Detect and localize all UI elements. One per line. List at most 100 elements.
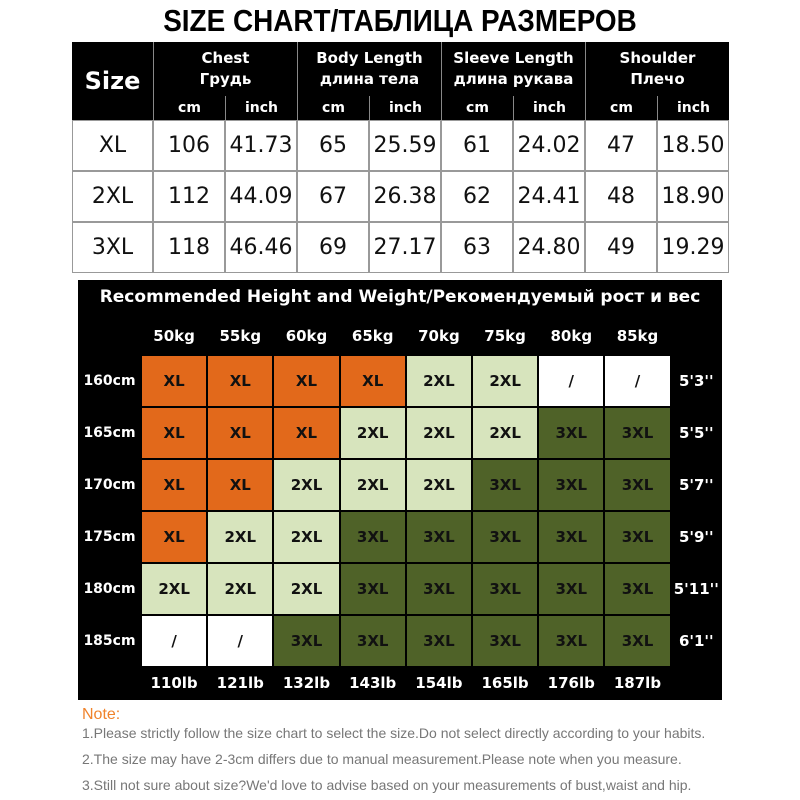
height-cm: 185cm [78,615,141,667]
size-recommendation: 3XL [406,564,471,614]
size-recommendation: 2XL [142,564,207,614]
weight-kg: 80kg [538,320,605,352]
size-recommendation: 3XL [539,408,604,458]
unit-header: inch [225,96,297,120]
size-cell: 44.09 [225,171,297,222]
note-line: 2.The size may have 2-3cm differs due to… [82,751,682,767]
size-cell: 26.38 [369,171,441,222]
size-cell: 18.50 [657,120,729,171]
height-cm: 170cm [78,459,141,511]
size-cell: 27.17 [369,222,441,273]
height-cm: 180cm [78,563,141,615]
weight-lb: 132lb [273,667,340,699]
size-recommendation: XL [142,460,207,510]
size-recommendation: XL [340,356,405,406]
height-ft: 5'9'' [670,511,722,563]
column-label: длина рукава [453,70,574,88]
size-recommendation: 2XL [406,408,471,458]
size-recommendation: XL [274,356,339,406]
column-header: Shoulder Плечо [585,42,729,96]
height-ft: 5'11'' [670,563,722,615]
size-cell: 19.29 [657,222,729,273]
size-recommendation: XL [142,356,207,406]
column-label: Плечо [630,70,685,88]
note-heading: Note: [82,706,121,723]
weight-lb: 154lb [405,667,472,699]
size-recommendation: 3XL [605,460,670,510]
column-header: Sleeve Length длина рукава [441,42,585,96]
weight-lb: 143lb [339,667,406,699]
size-header: Size [72,42,153,120]
size-recommendation: XL [208,460,273,510]
size-cell: 118 [153,222,225,273]
size-recommendation: 2XL [208,564,273,614]
note-line: 3.Still not sure about size?We'd love to… [82,777,692,793]
size-recommendation: 3XL [473,616,538,666]
weight-kg: 65kg [339,320,406,352]
size-recommendation: XL [274,408,339,458]
size-cell: 65 [297,120,369,171]
unit-header: inch [369,96,441,120]
size-recommendation: 3XL [605,408,670,458]
unit-header: inch [513,96,585,120]
size-recommendation: 3XL [539,616,604,666]
weight-kg: 70kg [405,320,472,352]
size-recommendation: 3XL [340,616,405,666]
size-recommendation: 3XL [473,512,538,562]
size-recommendation: / [208,616,273,666]
size-recommendation: 3XL [473,460,538,510]
size-recommendation: 2XL [274,564,339,614]
size-recommendation: 2XL [274,512,339,562]
size-label: 2XL [72,171,153,222]
size-recommendation: 3XL [473,564,538,614]
size-cell: 106 [153,120,225,171]
size-recommendation: 2XL [473,408,538,458]
size-recommendation: / [142,616,207,666]
size-recommendation: / [539,356,604,406]
size-cell: 112 [153,171,225,222]
size-recommendation: 3XL [605,616,670,666]
unit-header: inch [657,96,729,120]
unit-header: cm [441,96,513,120]
size-recommendation: 2XL [208,512,273,562]
size-cell: 62 [441,171,513,222]
size-recommendation: XL [208,408,273,458]
size-cell: 49 [585,222,657,273]
column-label: Chest [201,49,250,67]
size-cell: 47 [585,120,657,171]
size-recommendation: 2XL [340,460,405,510]
title: SIZE CHART/ТАБЛИЦА РАЗМЕРОВ [163,3,637,38]
size-recommendation: 2XL [473,356,538,406]
size-recommendation: 2XL [406,460,471,510]
weight-kg: 50kg [141,320,208,352]
size-recommendation: 3XL [406,616,471,666]
size-cell: 48 [585,171,657,222]
size-label: XL [72,120,153,171]
weight-lb: 121lb [207,667,274,699]
size-cell: 61 [441,120,513,171]
size-cell: 69 [297,222,369,273]
unit-header: cm [585,96,657,120]
column-label: Shoulder [619,49,696,67]
size-recommendation: XL [142,512,207,562]
weight-lb: 165lb [472,667,539,699]
height-ft: 5'5'' [670,407,722,459]
size-cell: 18.90 [657,171,729,222]
size-recommendation: 3XL [274,616,339,666]
height-ft: 5'7'' [670,459,722,511]
unit-header: cm [153,96,225,120]
height-ft: 5'3'' [670,355,722,407]
size-recommendation: 3XL [406,512,471,562]
size-cell: 63 [441,222,513,273]
weight-lb: 110lb [141,667,208,699]
weight-kg: 60kg [273,320,340,352]
height-cm: 175cm [78,511,141,563]
size-recommendation: 2XL [406,356,471,406]
size-recommendation: 2XL [274,460,339,510]
size-label: 3XL [72,222,153,273]
recommend-title: Recommended Height and Weight/Рекомендуе… [78,280,722,314]
size-cell: 24.80 [513,222,585,273]
column-label: Body Length [316,49,423,67]
column-label: Sleeve Length [453,49,574,67]
